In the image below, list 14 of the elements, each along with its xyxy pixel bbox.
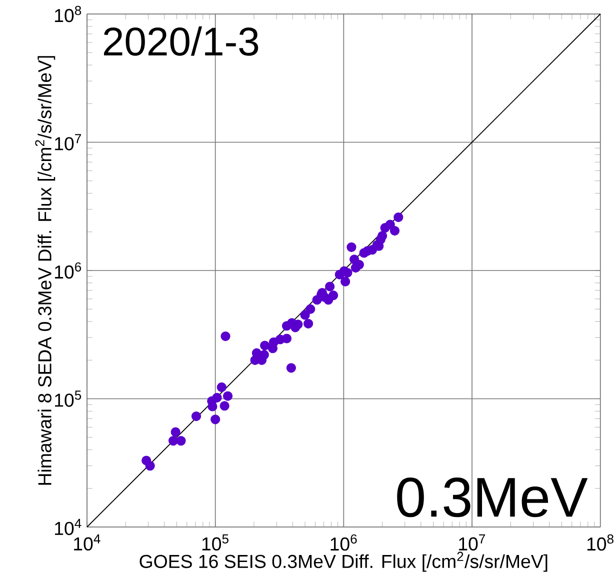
y-tick-label: 10$^{8}$: [55, 6, 82, 22]
y-tick-label: 10$^{4}$: [55, 518, 82, 536]
x-axis-title: GOES 16 SEIS 0.3MeV Diff. Flux [/cm$^{2}$/s/sr/MeV]: [140, 552, 548, 572]
annotation: 2020/1-3: [104, 26, 258, 56]
x-tick-label: 10$^{6}$: [330, 534, 357, 551]
y-tick-label: 10$^{7}$: [55, 134, 81, 150]
annotation: 0.3MeV: [397, 478, 588, 518]
x-tick-label: 10$^{5}$: [202, 534, 228, 551]
x-tick-label: 10$^{7}$: [459, 534, 486, 551]
y-axis-title: Himawari 8 SEDA 0.3MeV Diff. Flux [/cm$^{2}$/s/sr/MeV]: [35, 56, 56, 485]
x-tick-label: 10$^{8}$: [587, 534, 614, 551]
y-tick-label: 10$^{5}$: [55, 390, 82, 407]
x-tick-label: 10$^{4}$: [74, 534, 100, 551]
y-tick-label: 10$^{6}$: [55, 262, 82, 279]
